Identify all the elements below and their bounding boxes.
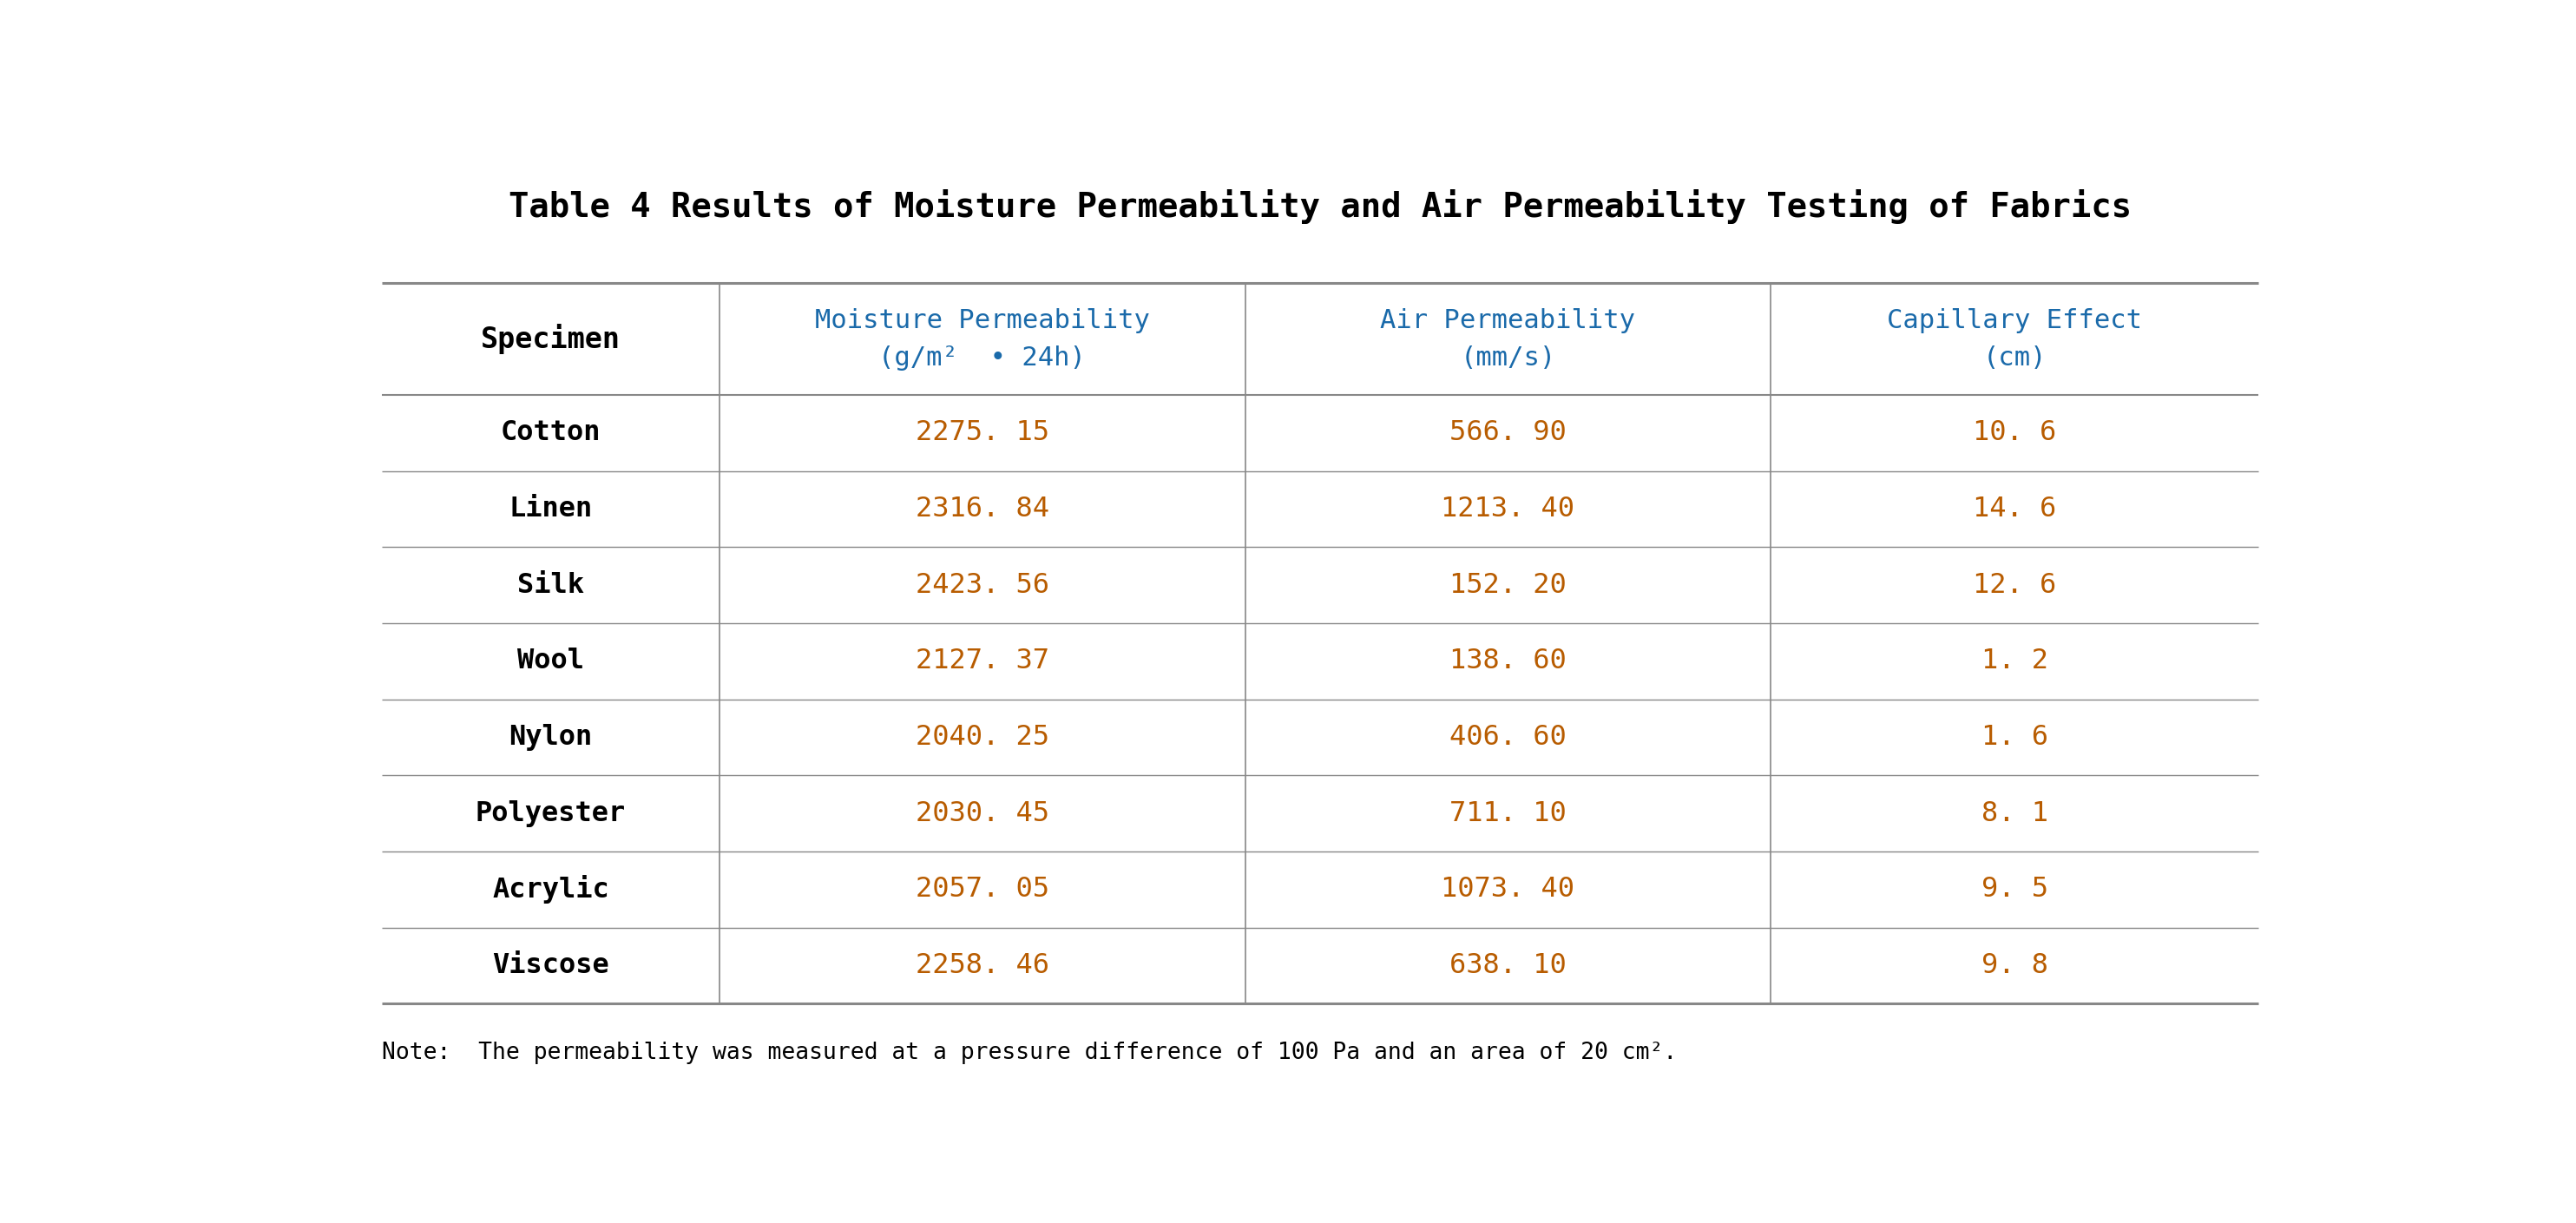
Text: Specimen: Specimen (482, 324, 621, 355)
Text: Linen: Linen (510, 495, 592, 522)
Text: Cotton: Cotton (500, 419, 600, 446)
Text: 1. 2: 1. 2 (1981, 648, 2048, 675)
Text: 1213. 40: 1213. 40 (1440, 495, 1574, 522)
Text: 566. 90: 566. 90 (1450, 419, 1566, 446)
Text: Moisture Permeability
(g/m²  • 24h): Moisture Permeability (g/m² • 24h) (814, 308, 1149, 371)
Text: Silk: Silk (518, 571, 585, 598)
Text: 711. 10: 711. 10 (1450, 800, 1566, 827)
Text: 2316. 84: 2316. 84 (914, 495, 1048, 522)
Text: Nylon: Nylon (510, 724, 592, 751)
Text: 9. 8: 9. 8 (1981, 953, 2048, 980)
Text: 138. 60: 138. 60 (1450, 648, 1566, 675)
Text: 2040. 25: 2040. 25 (914, 724, 1048, 751)
Text: 12. 6: 12. 6 (1973, 571, 2056, 598)
Text: 2423. 56: 2423. 56 (914, 571, 1048, 598)
Text: Note:  The permeability was measured at a pressure difference of 100 Pa and an a: Note: The permeability was measured at a… (381, 1042, 1677, 1064)
Text: 2030. 45: 2030. 45 (914, 800, 1048, 827)
Text: 406. 60: 406. 60 (1450, 724, 1566, 751)
Text: Viscose: Viscose (492, 953, 611, 980)
Text: 1. 6: 1. 6 (1981, 724, 2048, 751)
Text: Polyester: Polyester (477, 800, 626, 827)
Text: 8. 1: 8. 1 (1981, 800, 2048, 827)
Text: 2258. 46: 2258. 46 (914, 953, 1048, 980)
Text: 2057. 05: 2057. 05 (914, 876, 1048, 903)
Text: 152. 20: 152. 20 (1450, 571, 1566, 598)
Text: 1073. 40: 1073. 40 (1440, 876, 1574, 903)
Text: Wool: Wool (518, 648, 585, 675)
Text: 2127. 37: 2127. 37 (914, 648, 1048, 675)
Text: 14. 6: 14. 6 (1973, 495, 2056, 522)
Text: 638. 10: 638. 10 (1450, 953, 1566, 980)
Text: 2275. 15: 2275. 15 (914, 419, 1048, 446)
Text: 9. 5: 9. 5 (1981, 876, 2048, 903)
Text: 10. 6: 10. 6 (1973, 419, 2056, 446)
Text: Acrylic: Acrylic (492, 876, 611, 904)
Text: Air Permeability
(mm/s): Air Permeability (mm/s) (1381, 308, 1636, 371)
Text: Capillary Effect
(cm): Capillary Effect (cm) (1888, 308, 2143, 371)
Text: Table 4 Results of Moisture Permeability and Air Permeability Testing of Fabrics: Table 4 Results of Moisture Permeability… (507, 190, 2133, 224)
